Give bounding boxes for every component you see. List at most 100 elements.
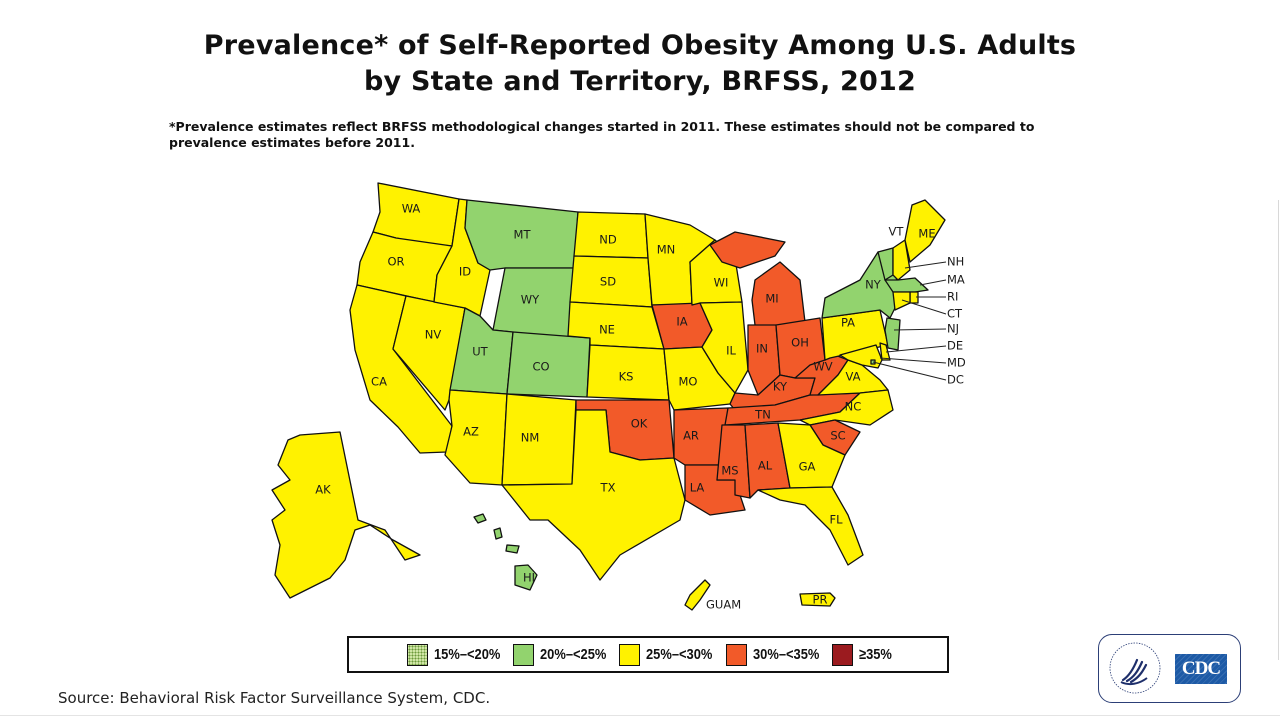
state-label-ky: KY — [773, 380, 788, 394]
state-label-ks: KS — [619, 370, 634, 384]
state-label-ma: MA — [947, 273, 965, 287]
state-label-tx: TX — [600, 481, 616, 495]
legend-item-c15_20: 15%–<20% — [407, 643, 503, 666]
state-label-al: AL — [758, 459, 773, 473]
state-label-ar: AR — [683, 429, 699, 443]
state-tx — [501, 409, 686, 581]
legend-label: 30%–<35% — [752, 646, 819, 663]
state-label-nh: NH — [947, 255, 964, 269]
legend-item-c30_35: 30%–<35% — [725, 643, 822, 666]
state-label-nm: NM — [521, 431, 540, 445]
state-label-va: VA — [846, 370, 861, 384]
state-label-guam: GUAM — [706, 598, 741, 612]
state-label-wa: WA — [402, 202, 421, 216]
state-label-sc: SC — [830, 429, 845, 443]
state-label-nj: NJ — [947, 322, 959, 336]
leader-line-ct — [901, 299, 947, 315]
state-label-la: LA — [690, 481, 705, 495]
footnote-line-2: prevalence estimates before 2011. — [169, 135, 415, 150]
state-fl — [757, 486, 864, 566]
state-label-oh: OH — [791, 336, 809, 350]
footnote-line-1: *Prevalence estimates reflect BRFSS meth… — [169, 119, 1035, 134]
state-label-tn: TN — [754, 408, 771, 422]
state-label-ut: UT — [472, 345, 488, 359]
state-nh — [892, 239, 911, 281]
footnote: *Prevalence estimates reflect BRFSS meth… — [169, 119, 1129, 151]
state-label-vt: VT — [889, 225, 905, 239]
legend-label: 20%–<25% — [540, 646, 607, 663]
leader-line-ma — [919, 279, 947, 286]
cdc-wordmark: CDC — [1175, 654, 1227, 684]
state-ak — [271, 431, 421, 599]
leader-line-de — [885, 345, 947, 353]
state-label-nd: ND — [599, 233, 617, 247]
state-label-mo: MO — [679, 375, 698, 389]
state-label-wi: WI — [714, 276, 729, 290]
legend-label: 25%–<30% — [646, 646, 713, 663]
state-label-hi: HI — [523, 571, 535, 585]
state-label-me: ME — [918, 227, 935, 241]
state-label-co: CO — [532, 360, 549, 374]
state-label-ca: CA — [371, 375, 387, 389]
state-hi — [514, 564, 538, 591]
state-pr — [799, 592, 836, 607]
legend: 15%–<20% 20%–<25% 25%–<30% 30%–<35% ≥35% — [347, 636, 949, 673]
legend-label: 15%–<20% — [434, 646, 501, 663]
state-nj — [884, 317, 901, 351]
state-guam — [684, 579, 711, 611]
state-label-ok: OK — [631, 417, 648, 431]
leader-line-md — [879, 357, 947, 364]
state-label-pr: PR — [813, 593, 828, 607]
state-label-nc: NC — [845, 400, 862, 414]
state-label-il: IL — [726, 344, 736, 358]
state-label-sd: SD — [600, 275, 616, 289]
state-hi — [493, 527, 503, 540]
leader-line-dc — [872, 361, 947, 381]
state-label-ia: IA — [676, 315, 687, 329]
state-label-md: MD — [947, 356, 966, 370]
state-label-ga: GA — [799, 460, 816, 474]
state-label-ne: NE — [599, 323, 615, 337]
state-label-ak: AK — [315, 483, 331, 497]
state-label-or: OR — [387, 255, 404, 269]
state-label-wv: WV — [813, 360, 832, 374]
state-label-fl: FL — [829, 513, 843, 527]
title-line-2: by State and Territory, BRFSS, 2012 — [364, 66, 916, 97]
legend-swatch — [407, 643, 429, 666]
right-edge-divider — [1278, 200, 1279, 660]
state-label-mt: MT — [514, 228, 532, 242]
legend-item-c35_plus: ≥35% — [831, 643, 892, 666]
map-title: Prevalence* of Self-Reported Obesity Amo… — [0, 28, 1280, 100]
state-label-pa: PA — [841, 316, 855, 330]
legend-item-c25_30: 25%–<30% — [619, 643, 715, 666]
hhs-eagle-icon — [1109, 642, 1161, 694]
legend-label: ≥35% — [858, 646, 892, 663]
state-mi — [709, 231, 786, 269]
source-note: Source: Behavioral Risk Factor Surveilla… — [58, 689, 491, 707]
state-label-az: AZ — [463, 425, 479, 439]
state-label-wy: WY — [521, 293, 540, 307]
legend-swatch — [831, 643, 853, 666]
legend-swatch — [725, 643, 747, 666]
state-label-ms: MS — [721, 464, 738, 478]
legend-swatch — [513, 643, 535, 666]
state-label-de: DE — [947, 339, 963, 353]
bottom-divider — [0, 715, 1280, 716]
state-label-nv: NV — [425, 328, 442, 342]
legend-swatch — [619, 643, 641, 666]
state-label-ri: RI — [947, 290, 958, 304]
legend-item-c20_25: 20%–<25% — [513, 643, 609, 666]
title-line-1: Prevalence* of Self-Reported Obesity Amo… — [203, 30, 1077, 61]
state-label-mn: MN — [657, 243, 676, 257]
state-label-ct: CT — [947, 307, 963, 321]
state-label-dc: DC — [947, 373, 964, 387]
state-ct — [892, 291, 911, 311]
cdc-logo: CDC — [1098, 634, 1241, 703]
state-de — [879, 342, 891, 361]
state-label-ny: NY — [865, 278, 882, 292]
leader-line-nj — [893, 328, 947, 331]
leader-line-nh — [904, 261, 947, 269]
state-me — [904, 199, 946, 263]
state-label-id: ID — [459, 265, 471, 279]
state-label-in: IN — [756, 342, 768, 356]
